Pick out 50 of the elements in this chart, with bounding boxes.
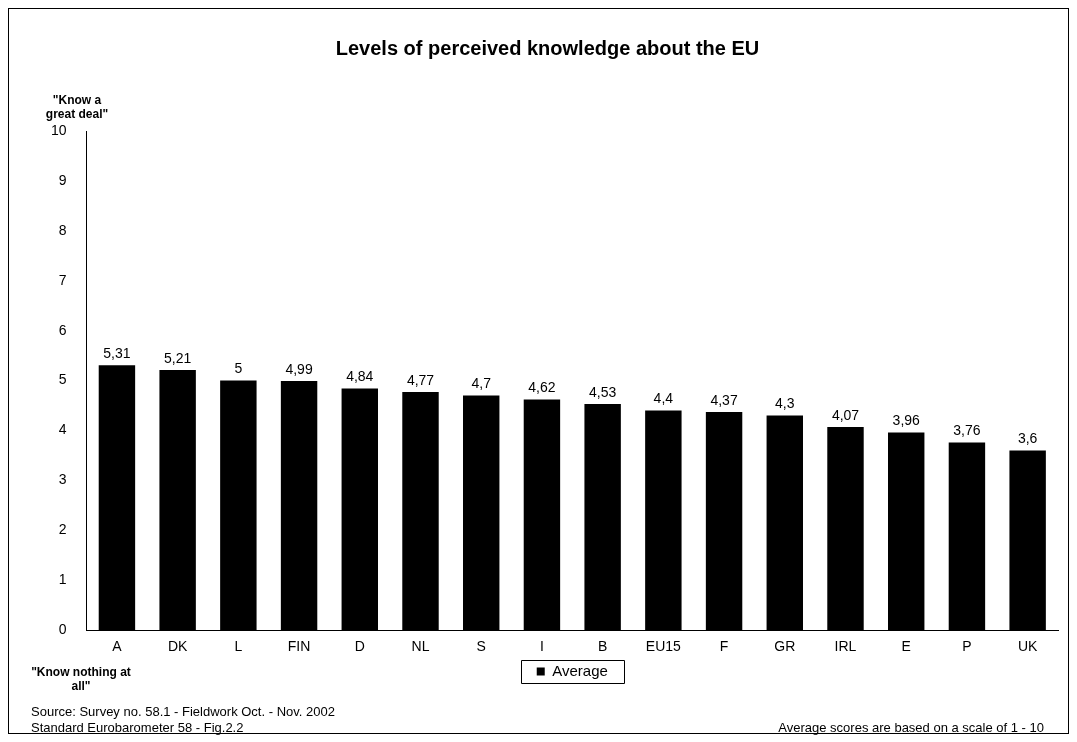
data-label: 4,07	[831, 406, 860, 423]
data-label: 4,84	[346, 368, 374, 385]
x-tick-label: UK	[1017, 638, 1039, 655]
x-tick-label: L	[234, 638, 243, 655]
data-label: 4,7	[471, 375, 492, 392]
y-tick-label: 1	[58, 571, 67, 588]
x-tick-label: P	[962, 638, 972, 655]
y-tick-label: 7	[58, 271, 67, 288]
y-tick-label: 10	[50, 121, 67, 138]
legend-label: Average	[552, 661, 608, 679]
y-tick-label: 3	[58, 471, 67, 488]
data-label: 4,77	[406, 371, 435, 388]
data-label: 3,76	[953, 422, 981, 439]
x-tick-label: EU15	[645, 638, 682, 655]
data-label: 5,31	[103, 344, 131, 361]
x-tick-label: DK	[167, 638, 189, 655]
data-label: 4,53	[589, 383, 617, 400]
data-label: 5,21	[164, 349, 192, 366]
text: "Know nothing at all"	[31, 665, 131, 693]
x-tick-label: A	[112, 638, 123, 655]
x-tick-label: GR	[774, 638, 796, 655]
y-tick-label: 8	[58, 221, 67, 238]
data-label: 3,96	[892, 412, 921, 429]
x-tick-label: FIN	[287, 638, 311, 655]
x-tick-label: NL	[411, 638, 430, 655]
x-tick-label: IRL	[834, 638, 857, 655]
text: Standard Eurobarometer 58 - Fig.2.2	[31, 720, 244, 735]
y-tick-label: 9	[58, 171, 67, 188]
y-tick-label: 4	[58, 421, 67, 438]
data-label: 4,3	[775, 395, 795, 412]
x-tick-label: B	[597, 638, 608, 655]
text: Average scores are based on a scale of 1 - 10	[778, 720, 1044, 735]
data-label: 4,62	[528, 379, 556, 396]
y-tick-label: 0	[58, 621, 67, 638]
x-tick-label: S	[476, 638, 486, 655]
x-tick-label: F	[719, 638, 729, 655]
data-label: 5	[234, 360, 243, 377]
y-tick-label: 6	[58, 321, 67, 338]
data-label: 4,37	[710, 391, 738, 408]
x-tick-label: I	[539, 638, 544, 655]
data-label: 4,4	[653, 390, 674, 407]
y-tick-label: 5	[58, 371, 67, 388]
y-tick-label: 2	[58, 521, 67, 538]
data-label: 4,99	[285, 360, 313, 377]
data-label: 3,6	[1017, 430, 1038, 447]
source-note: Source: Survey no. 58.1 - Fieldwork Oct. - Nov. 2002	[31, 704, 335, 719]
x-tick-label: E	[901, 638, 911, 655]
x-tick-label: D	[354, 638, 365, 655]
chart-title: Levels of perceived knowledge about the EU	[335, 36, 760, 59]
text: "Know a great deal"	[44, 93, 110, 121]
